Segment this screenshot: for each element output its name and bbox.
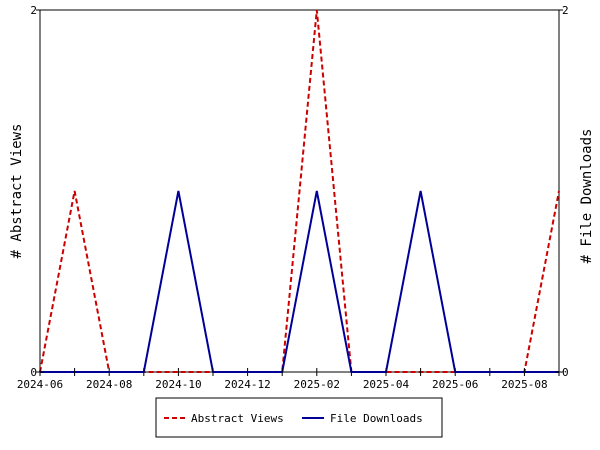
x-tick-label: 2025-04 <box>363 378 410 391</box>
y-axis-title-left: # Abstract Views <box>9 124 25 259</box>
x-tick-label: 2024-06 <box>17 378 63 391</box>
y-axis-title-right: # File Downloads <box>579 129 595 264</box>
x-tick-label: 2024-12 <box>224 378 270 391</box>
y-tick-label-left: 0 <box>30 366 37 379</box>
series-layer <box>39 9 560 373</box>
x-tick-label: 2025-08 <box>501 378 547 391</box>
y-tick-label-right: 0 <box>562 366 569 379</box>
legend-box <box>155 397 443 438</box>
x-tick-label: 2025-06 <box>432 378 478 391</box>
series-line-file-downloads <box>40 190 559 373</box>
y-tick-label-right: 2 <box>562 4 569 17</box>
x-tick-label: 2025-02 <box>294 378 340 391</box>
legend: Abstract Views File Downloads <box>155 397 443 438</box>
y-tick-label-left: 2 <box>30 4 37 17</box>
legend-label-file-downloads: File Downloads <box>330 412 423 425</box>
x-tick-label: 2024-10 <box>155 378 201 391</box>
tick-layer: 2024-06 2024-08 2024-10 2024-12 2025-02 2025-… <box>17 4 569 391</box>
legend-label-abstract-views: Abstract Views <box>191 412 284 425</box>
x-tick-label: 2024-08 <box>86 378 132 391</box>
